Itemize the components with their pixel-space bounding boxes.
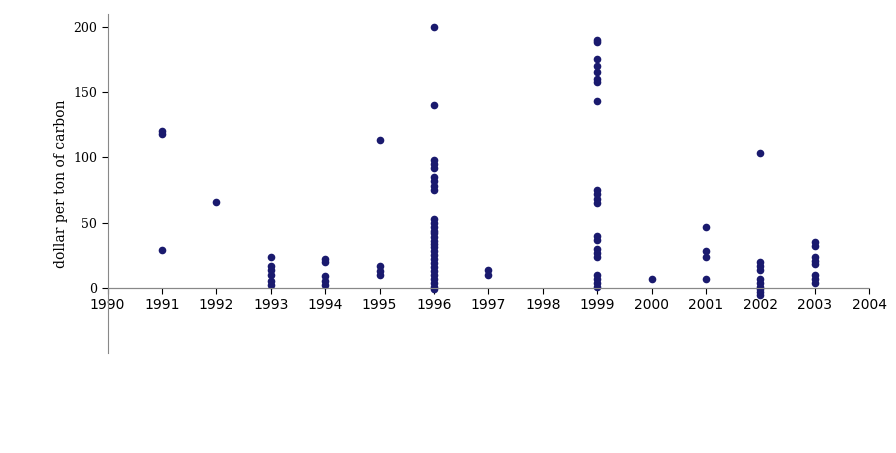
Y-axis label: dollar per ton of carbon: dollar per ton of carbon [54,99,67,268]
